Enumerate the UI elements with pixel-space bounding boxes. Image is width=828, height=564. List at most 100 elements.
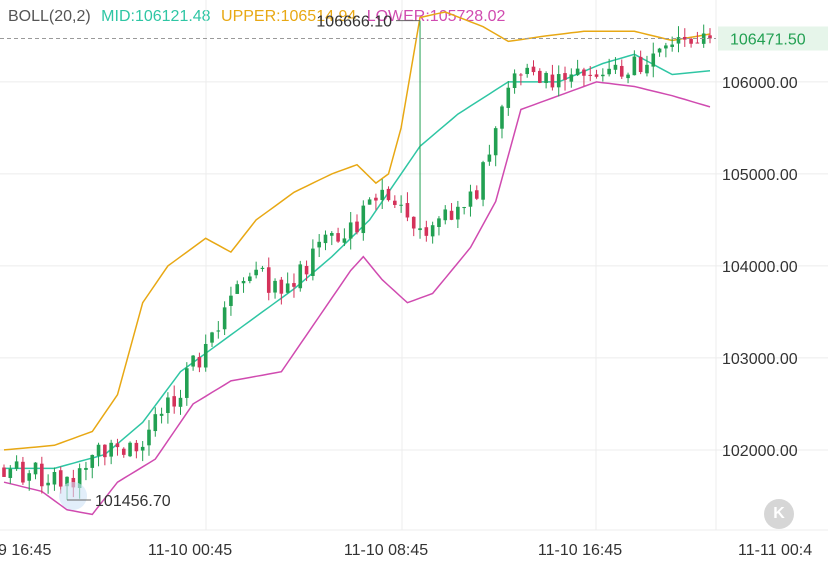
candle-body (531, 66, 536, 73)
candle-body (273, 280, 277, 293)
candle-body (285, 283, 290, 293)
candle-body (342, 238, 347, 243)
min-marker-halo (59, 481, 88, 510)
candle-body (172, 396, 176, 407)
candle-body (235, 284, 240, 294)
candle-body (58, 470, 63, 487)
candle-body (361, 205, 366, 234)
candle-body (449, 210, 454, 220)
candle-body (329, 233, 334, 236)
candle-body (538, 70, 542, 83)
current-price-label: 106471.50 (730, 32, 806, 49)
candle-body (657, 48, 662, 53)
axes: 106000.00 105000.00 104000.00 103000.00 1020… (0, 75, 812, 559)
candle-body (121, 448, 126, 455)
legend-mid: MID:106121.48 (101, 8, 211, 25)
candle-body (399, 204, 403, 206)
candle-body (670, 44, 674, 47)
candle-body (575, 68, 580, 76)
annotations: 106471.50 106666.10 101456.70 (0, 14, 828, 510)
candle-body (682, 36, 687, 40)
candle-body (632, 56, 637, 76)
y-tick-label: 104000.00 (722, 259, 798, 276)
x-tick-label: 11-10 00:45 (148, 542, 232, 559)
candle-body (493, 128, 498, 156)
candle-body (2, 467, 6, 477)
candle-body (14, 461, 19, 469)
candle-body (147, 429, 151, 446)
candle-body (374, 197, 378, 201)
candle-body (96, 444, 101, 456)
candle-body (46, 482, 50, 486)
candle-body (487, 154, 492, 162)
candle-body (613, 64, 618, 70)
y-tick-label: 106000.00 (722, 75, 798, 92)
candle-body (418, 228, 422, 231)
y-tick-label: 102000.00 (722, 443, 798, 460)
candle-body (437, 218, 441, 227)
candle-body (348, 222, 353, 239)
candle-body (77, 468, 82, 489)
candle-body (443, 209, 448, 221)
candle-body (708, 35, 712, 39)
candle-body (512, 73, 517, 89)
min-price-label: 101456.70 (95, 493, 171, 510)
candle-body (386, 188, 391, 201)
candle-body (279, 279, 284, 294)
candle-body (8, 468, 13, 478)
candle-body (21, 461, 25, 483)
candle-body (563, 73, 567, 80)
candle-body (197, 356, 202, 368)
candle-body (468, 191, 473, 207)
candle-body (676, 37, 681, 44)
candle-body (695, 42, 700, 44)
candle-body (178, 397, 183, 407)
candle-body (210, 332, 214, 343)
candle-body (550, 74, 555, 88)
candle-body (90, 454, 95, 468)
candle-body (203, 343, 208, 368)
candle-body (115, 443, 120, 448)
candle-body (544, 72, 548, 83)
candle-body (229, 295, 233, 306)
x-tick-label: 11-10 08:45 (344, 542, 428, 559)
y-tick-label: 103000.00 (722, 351, 798, 368)
candle-body (40, 463, 44, 487)
candle-body (103, 444, 107, 458)
candle-body (65, 476, 69, 487)
candle-body (619, 65, 624, 77)
candle-body (140, 446, 145, 451)
candle-body (481, 162, 485, 200)
legend-indicator: BOLL(20,2) (8, 8, 91, 25)
x-tick-label: 11-11 00:4 (738, 542, 812, 559)
candle-body (304, 265, 309, 275)
candle-body (298, 264, 303, 289)
candle-body (594, 74, 599, 77)
lower-band-line (3, 81, 711, 516)
candle-body (153, 414, 158, 432)
candle-body (651, 53, 656, 67)
candle-body (128, 442, 132, 457)
candle-body (645, 64, 649, 74)
x-tick-label: 11-10 16:45 (538, 542, 622, 559)
candle-body (27, 473, 32, 481)
candle-body (525, 67, 529, 75)
candle-body (241, 280, 246, 284)
candle-body (556, 74, 561, 88)
candle-body (266, 267, 271, 293)
k-button[interactable]: K (764, 499, 794, 529)
candle-body (462, 207, 466, 209)
upper-band-line (3, 11, 711, 451)
candle-body (393, 200, 397, 205)
candle-body (456, 206, 460, 220)
candle-body (601, 74, 605, 77)
candle-body (638, 56, 643, 73)
bollinger-bands (3, 11, 711, 516)
candle-body (411, 216, 416, 229)
candle-body (355, 221, 359, 233)
candle-body (185, 368, 189, 398)
candle-body (380, 189, 385, 201)
legend-upper: UPPER:106514.94 (221, 8, 357, 25)
